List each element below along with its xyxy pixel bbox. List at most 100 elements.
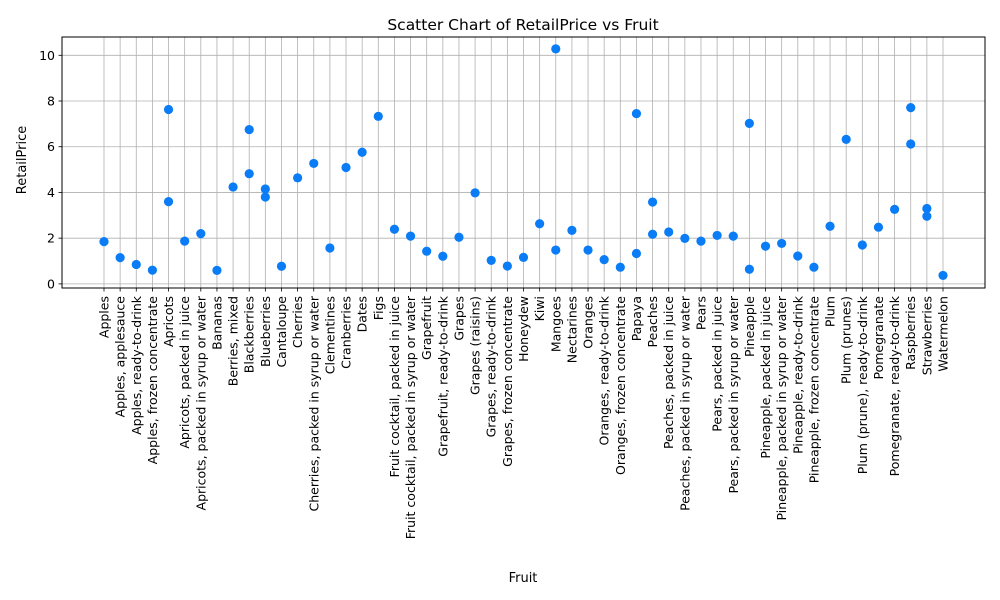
data-point: [180, 236, 190, 246]
data-point: [922, 203, 932, 214]
data-point: [486, 255, 496, 265]
x-tick-label: Oranges: [581, 296, 596, 349]
data-point: [405, 231, 416, 241]
x-tick-label: Nectarines: [564, 296, 579, 363]
data-point: [647, 197, 658, 207]
data-point: [647, 229, 658, 239]
grid-layer: [62, 37, 985, 288]
x-tick-label: Apricots: [161, 296, 176, 347]
x-tick-label: Berries, mixed: [226, 296, 241, 386]
data-point: [841, 134, 851, 145]
data-point: [228, 182, 238, 192]
data-point: [599, 255, 609, 265]
data-point: [260, 184, 270, 194]
data-point: [809, 262, 819, 272]
data-point: [518, 252, 529, 262]
x-tick-label: Peaches: [645, 296, 660, 347]
data-point: [325, 243, 335, 253]
x-tick-label: Dates: [355, 296, 370, 332]
data-point: [115, 252, 125, 263]
x-tick-label: Blueberries: [258, 296, 273, 367]
data-point: [147, 265, 158, 275]
data-point: [906, 103, 916, 113]
x-tick-label: Mangoes: [548, 296, 563, 352]
x-tick-label: Pineapple, packed in juice: [758, 296, 773, 459]
x-tick-label: Pineapple, packed in syrup or water: [774, 295, 789, 520]
x-tick-label: Figs: [371, 296, 386, 320]
x-tick-label: Cantaloupe: [274, 296, 289, 368]
x-tick-label: Grapefruit: [419, 296, 434, 360]
y-tick-label: 8: [47, 94, 55, 109]
x-tick-label: Apples, applesauce: [113, 296, 128, 418]
data-point: [744, 264, 754, 274]
data-point: [906, 139, 916, 149]
data-point: [680, 233, 690, 243]
data-point: [728, 231, 738, 241]
x-axis-title: Fruit: [509, 571, 538, 586]
data-point: [293, 173, 303, 183]
data-point: [244, 169, 254, 179]
y-tick-label: 6: [47, 139, 55, 154]
x-tick-label: Raspberries: [903, 296, 918, 370]
x-tick-label: Grapefruit, ready-to-drink: [435, 295, 450, 456]
plot-frame: [61, 36, 986, 289]
x-tick-label: Apples: [97, 296, 112, 338]
data-point: [341, 162, 351, 173]
y-tick-label: 10: [39, 48, 55, 63]
x-tick-label: Grapes, ready-to-drink: [484, 295, 499, 437]
data-point: [502, 261, 512, 271]
y-axis-title: RetailPrice: [15, 126, 30, 194]
data-point: [631, 108, 642, 119]
x-tick-label: Plum: [823, 296, 838, 327]
data-point: [99, 236, 109, 247]
x-tick-label: Grapes: [451, 296, 466, 341]
chart-title: Scatter Chart of RetailPrice vs Fruit: [387, 16, 658, 34]
y-tick-label: 4: [47, 185, 55, 200]
data-point: [712, 230, 722, 241]
data-point: [615, 262, 625, 272]
data-point: [389, 224, 400, 234]
data-point: [696, 236, 706, 246]
data-point: [551, 245, 561, 255]
data-point: [212, 265, 222, 275]
data-point: [357, 147, 367, 157]
data-point: [260, 192, 270, 202]
data-point: [163, 104, 174, 115]
x-tick-label: Pineapple: [742, 296, 757, 357]
x-tick-label: Oranges, frozen concentrate: [613, 296, 628, 475]
x-tick-label: Apricots, packed in juice: [177, 296, 192, 449]
data-point: [825, 221, 835, 231]
x-tick-label: Pears, packed in juice: [710, 296, 725, 432]
data-point: [196, 228, 206, 239]
x-tick-label: Plum (prunes): [839, 296, 854, 384]
x-tick-label: Papaya: [629, 296, 644, 341]
data-point: [422, 246, 432, 256]
x-tick-label: Pomegranate: [871, 296, 886, 380]
data-point: [664, 227, 674, 237]
x-tick-label: Pears: [693, 296, 708, 330]
x-tick-label: Peaches, packed in juice: [661, 296, 676, 449]
x-tick-label: Oranges, ready-to-drink: [597, 295, 612, 445]
x-tick-label: Pineapple, ready-to-drink: [790, 295, 805, 454]
data-point: [244, 124, 254, 135]
x-tick-label: Honeydew: [516, 296, 531, 362]
x-tick-label: Cranberries: [339, 296, 354, 369]
data-point: [454, 232, 464, 242]
data-point: [373, 111, 383, 121]
y-tick-label: 0: [47, 276, 55, 291]
x-tick-label: Cherries: [290, 296, 305, 348]
x-tick-label: Cherries, packed in syrup or water: [306, 295, 321, 511]
data-point: [567, 225, 577, 235]
x-tick-label: Watermelon: [936, 296, 951, 372]
data-point: [873, 222, 884, 232]
data-point: [938, 270, 948, 281]
y-tick-label: 2: [47, 231, 55, 246]
ticks-layer: Apples Apples, applesauce Apples, ready-to…: [39, 48, 950, 539]
data-point: [777, 238, 787, 249]
x-tick-label: Pineapple, frozen concentrate: [806, 296, 821, 484]
x-tick-label: Pears, packed in syrup or water: [726, 295, 741, 493]
x-tick-label: Peaches, packed in syrup or water: [677, 295, 692, 511]
data-point: [583, 245, 593, 255]
